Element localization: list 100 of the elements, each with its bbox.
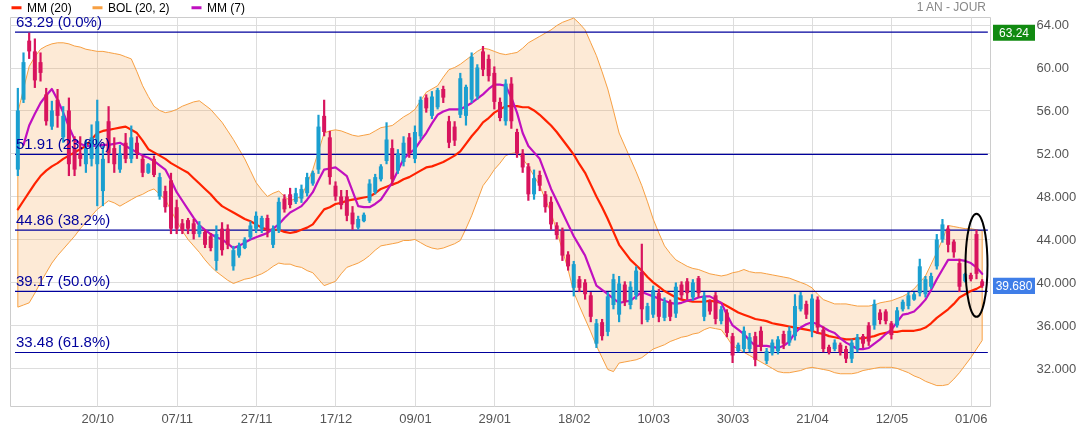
x-tick-label: 07/11 [161, 410, 193, 426]
candlestick [957, 257, 962, 294]
candlestick [549, 195, 554, 231]
y-tick-label: 48.000 [1036, 188, 1077, 204]
candlestick [787, 325, 792, 347]
candlestick [220, 221, 225, 257]
candlestick [271, 224, 276, 250]
candlestick [231, 244, 236, 272]
x-tick-label: 29/01 [478, 410, 512, 426]
candlestick [866, 321, 871, 347]
candlestick [282, 193, 287, 214]
x-tick-label: 20/10 [81, 410, 115, 426]
candlestick [656, 287, 661, 324]
candlestick [498, 96, 502, 123]
x-tick-label: 12/05 [875, 410, 909, 426]
candlestick [38, 51, 43, 83]
candlestick [384, 121, 389, 166]
candlestick [515, 127, 520, 159]
candlestick [730, 331, 735, 365]
candlestick [775, 335, 780, 356]
y-tick-label: 40.000 [1036, 274, 1077, 290]
x-tick-label: 17/12 [319, 410, 353, 426]
candlestick [123, 131, 128, 165]
candlestick [117, 143, 122, 174]
candlestick [702, 290, 707, 323]
candlestick [55, 87, 60, 129]
candlestick [49, 99, 54, 131]
candlestick [804, 299, 809, 321]
candlestick [151, 154, 156, 179]
candlestick [753, 330, 758, 368]
candlestick [628, 280, 633, 311]
y-tick-label: 44.000 [1036, 231, 1077, 247]
candlestick [265, 213, 270, 239]
candlestick [889, 320, 894, 341]
candlestick [186, 216, 191, 236]
candlestick [424, 93, 429, 114]
candlestick [27, 31, 32, 61]
candlestick [645, 301, 650, 324]
candlestick [429, 90, 434, 121]
candlestick [951, 238, 956, 259]
candlestick [781, 329, 786, 351]
candlestick [809, 293, 814, 339]
candlestick [668, 298, 673, 323]
candlestick [305, 171, 310, 198]
candlestick [339, 188, 344, 211]
candlestick [191, 217, 196, 241]
candlestick [480, 44, 485, 78]
candlestick [940, 217, 945, 244]
annotation: 63.24 [998, 25, 1030, 40]
candlestick [248, 220, 253, 241]
candlestick [747, 331, 752, 354]
candlestick [690, 278, 695, 302]
candlestick [344, 188, 349, 223]
y-tick-label: 64.00 [1036, 17, 1070, 33]
candlestick [696, 274, 701, 299]
candlestick [435, 86, 440, 111]
candlestick [588, 290, 593, 324]
candlestick [288, 186, 293, 210]
ref-line-label: 39.17 (50.0%) [16, 272, 111, 290]
candlestick [163, 184, 168, 214]
candlestick [827, 343, 832, 356]
candlestick [254, 210, 259, 235]
legend-label: MM (7) [207, 0, 245, 15]
candlestick [543, 189, 548, 214]
candlestick [532, 168, 537, 201]
candlestick [322, 98, 327, 138]
candlestick [662, 296, 667, 323]
legend-label: BOL (20, 2) [108, 0, 170, 15]
candlestick [537, 169, 542, 193]
candlestick [140, 154, 145, 179]
y-tick-label: 56.00 [1036, 102, 1070, 118]
candlestick [719, 304, 724, 326]
candlestick [713, 290, 718, 326]
y-tick-label: 36.000 [1036, 317, 1077, 333]
candlestick [594, 317, 599, 350]
candlestick [895, 306, 900, 329]
candlestick [208, 231, 213, 253]
x-tick-label: 21/04 [796, 410, 829, 426]
candlestick [724, 308, 729, 339]
candlestick [758, 325, 763, 353]
x-tick-label: 09/01 [399, 410, 432, 426]
x-tick-label: 01/06 [955, 410, 988, 426]
x-tick-label: 10/03 [637, 410, 670, 426]
candlestick [872, 298, 877, 331]
candlestick [134, 135, 139, 160]
candlestick [600, 317, 605, 342]
y-tick-label: 52.00 [1036, 145, 1070, 161]
candlestick [741, 325, 746, 354]
y-tick-label: 60.00 [1036, 60, 1070, 76]
candlestick [566, 250, 571, 272]
candlestick [622, 280, 627, 308]
candlestick [157, 171, 162, 201]
candlestick [333, 180, 338, 202]
candlestick [583, 278, 588, 301]
x-tick-label: 30/03 [716, 410, 750, 426]
candlestick [401, 135, 406, 168]
x-tick-label: 27/11 [240, 410, 273, 426]
candlestick [225, 223, 230, 251]
legend-label: MM (20) [27, 0, 72, 15]
candlestick [821, 325, 826, 354]
